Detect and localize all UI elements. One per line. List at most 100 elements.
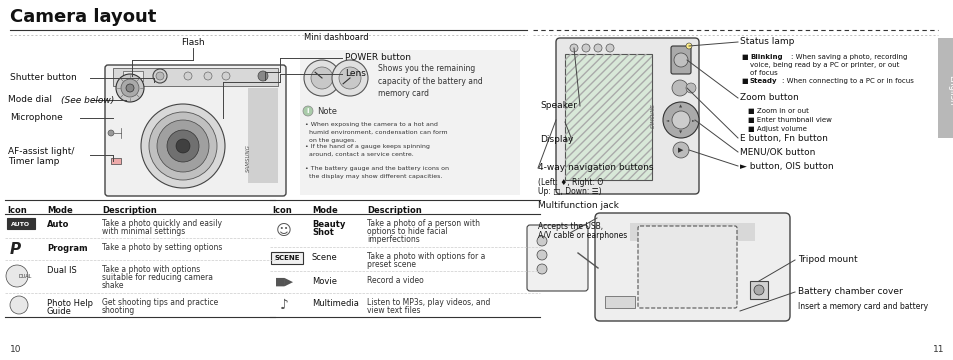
Text: AF-assist light/: AF-assist light/ — [8, 148, 74, 157]
Circle shape — [257, 71, 268, 81]
Circle shape — [126, 84, 133, 92]
Text: ■: ■ — [741, 54, 750, 60]
Text: 11: 11 — [931, 345, 943, 354]
FancyBboxPatch shape — [105, 65, 286, 196]
Text: Mode dial: Mode dial — [8, 95, 55, 104]
Circle shape — [311, 67, 333, 89]
Bar — [564, 54, 651, 180]
Bar — [604, 296, 635, 308]
FancyBboxPatch shape — [670, 46, 690, 74]
Circle shape — [184, 72, 192, 80]
FancyBboxPatch shape — [638, 226, 737, 308]
Text: Mode: Mode — [312, 206, 337, 215]
Circle shape — [6, 265, 28, 287]
Text: Flash: Flash — [181, 38, 205, 47]
Text: Take a photo quickly and easily: Take a photo quickly and easily — [102, 219, 222, 228]
Text: SCENE: SCENE — [274, 255, 299, 261]
Text: Up: □, Down: ☰): Up: □, Down: ☰) — [537, 187, 601, 196]
Text: SAMSUNG: SAMSUNG — [650, 104, 655, 129]
Text: DUAL: DUAL — [18, 274, 31, 279]
Text: voice, being read by a PC or printer, or out: voice, being read by a PC or printer, or… — [749, 62, 899, 68]
Text: Shutter button: Shutter button — [10, 73, 76, 82]
Text: shake: shake — [102, 281, 125, 290]
Text: Mini dashboard: Mini dashboard — [304, 33, 368, 42]
Bar — [937, 38, 953, 138]
Bar — [123, 71, 143, 81]
Circle shape — [662, 102, 699, 138]
Bar — [749, 281, 767, 299]
Bar — [564, 54, 651, 180]
Circle shape — [222, 72, 230, 80]
Text: ▲: ▲ — [679, 105, 681, 109]
Text: around, contact a service centre.: around, contact a service centre. — [305, 152, 414, 157]
Circle shape — [304, 60, 339, 96]
Text: English: English — [946, 75, 953, 105]
Circle shape — [537, 264, 546, 274]
Text: Take a photo with options: Take a photo with options — [102, 265, 200, 274]
Circle shape — [685, 83, 696, 93]
Text: Battery chamber cover: Battery chamber cover — [797, 288, 902, 297]
Circle shape — [537, 250, 546, 260]
Circle shape — [685, 43, 691, 49]
Text: ♪: ♪ — [279, 298, 288, 312]
Bar — [111, 158, 121, 164]
Circle shape — [332, 60, 368, 96]
Bar — [299, 50, 519, 195]
Text: Listen to MP3s, play videos, and: Listen to MP3s, play videos, and — [367, 298, 490, 307]
Text: options to hide facial: options to hide facial — [367, 227, 447, 236]
Text: Scene: Scene — [312, 253, 337, 262]
Text: imperfections: imperfections — [367, 235, 419, 244]
Circle shape — [605, 44, 614, 52]
Text: Multifunction jack: Multifunction jack — [537, 201, 618, 210]
Text: • When exposing the camera to a hot and: • When exposing the camera to a hot and — [305, 122, 437, 127]
Text: Take a photo by setting options: Take a photo by setting options — [102, 243, 222, 252]
Text: Blinking: Blinking — [749, 54, 781, 60]
Circle shape — [157, 120, 209, 172]
Text: ▼: ▼ — [679, 131, 681, 135]
Text: Speaker: Speaker — [539, 102, 577, 111]
Text: Icon: Icon — [7, 206, 27, 215]
Text: preset scene: preset scene — [367, 260, 416, 269]
Text: Insert a memory card and battery: Insert a memory card and battery — [797, 302, 927, 311]
Text: ■ Adjust volume: ■ Adjust volume — [747, 126, 806, 132]
Circle shape — [671, 80, 687, 96]
Text: 4-way navigation buttons: 4-way navigation buttons — [537, 163, 653, 172]
Text: Note: Note — [316, 107, 336, 116]
Text: Multimedia: Multimedia — [312, 299, 358, 308]
Text: Status lamp: Status lamp — [740, 37, 794, 46]
Text: suitable for reducing camera: suitable for reducing camera — [102, 273, 213, 282]
Text: Movie: Movie — [312, 277, 336, 286]
Text: Auto: Auto — [47, 220, 70, 229]
Text: Guide: Guide — [47, 307, 71, 316]
Text: Program: Program — [47, 244, 88, 253]
Text: Shows you the remaining
capacity of the battery and
memory card: Shows you the remaining capacity of the … — [377, 64, 482, 98]
Text: AUTO: AUTO — [11, 221, 30, 226]
Text: Timer lamp: Timer lamp — [8, 158, 59, 166]
Text: ► button, OIS button: ► button, OIS button — [740, 162, 833, 171]
Text: Camera layout: Camera layout — [10, 8, 156, 26]
Bar — [112, 68, 277, 86]
Bar — [629, 223, 754, 241]
Circle shape — [303, 106, 313, 116]
Text: Microphone: Microphone — [10, 113, 63, 122]
Text: shooting: shooting — [102, 306, 135, 315]
Text: (See below): (See below) — [61, 95, 114, 104]
Circle shape — [753, 285, 763, 295]
Text: Record a video: Record a video — [367, 276, 423, 285]
Circle shape — [673, 53, 687, 67]
Text: Mode: Mode — [47, 206, 72, 215]
Text: Tripod mount: Tripod mount — [797, 256, 857, 265]
Text: • The battery gauge and the battery icons on: • The battery gauge and the battery icon… — [305, 166, 449, 171]
Text: MENU/OK button: MENU/OK button — [740, 148, 815, 157]
Text: Take a photo with options for a: Take a photo with options for a — [367, 252, 485, 261]
Text: : When connecting to a PC or in focus: : When connecting to a PC or in focus — [781, 78, 913, 84]
Text: Shot: Shot — [312, 228, 334, 237]
Text: SAMSUNG: SAMSUNG — [245, 144, 251, 172]
Text: i: i — [307, 108, 309, 114]
Text: on the gauges.: on the gauges. — [305, 138, 355, 143]
Circle shape — [581, 44, 589, 52]
Circle shape — [569, 44, 578, 52]
Text: ■ Zoom in or out: ■ Zoom in or out — [747, 108, 808, 114]
Text: ■: ■ — [741, 78, 750, 84]
Text: ■ Enter thumbnail view: ■ Enter thumbnail view — [747, 117, 831, 123]
